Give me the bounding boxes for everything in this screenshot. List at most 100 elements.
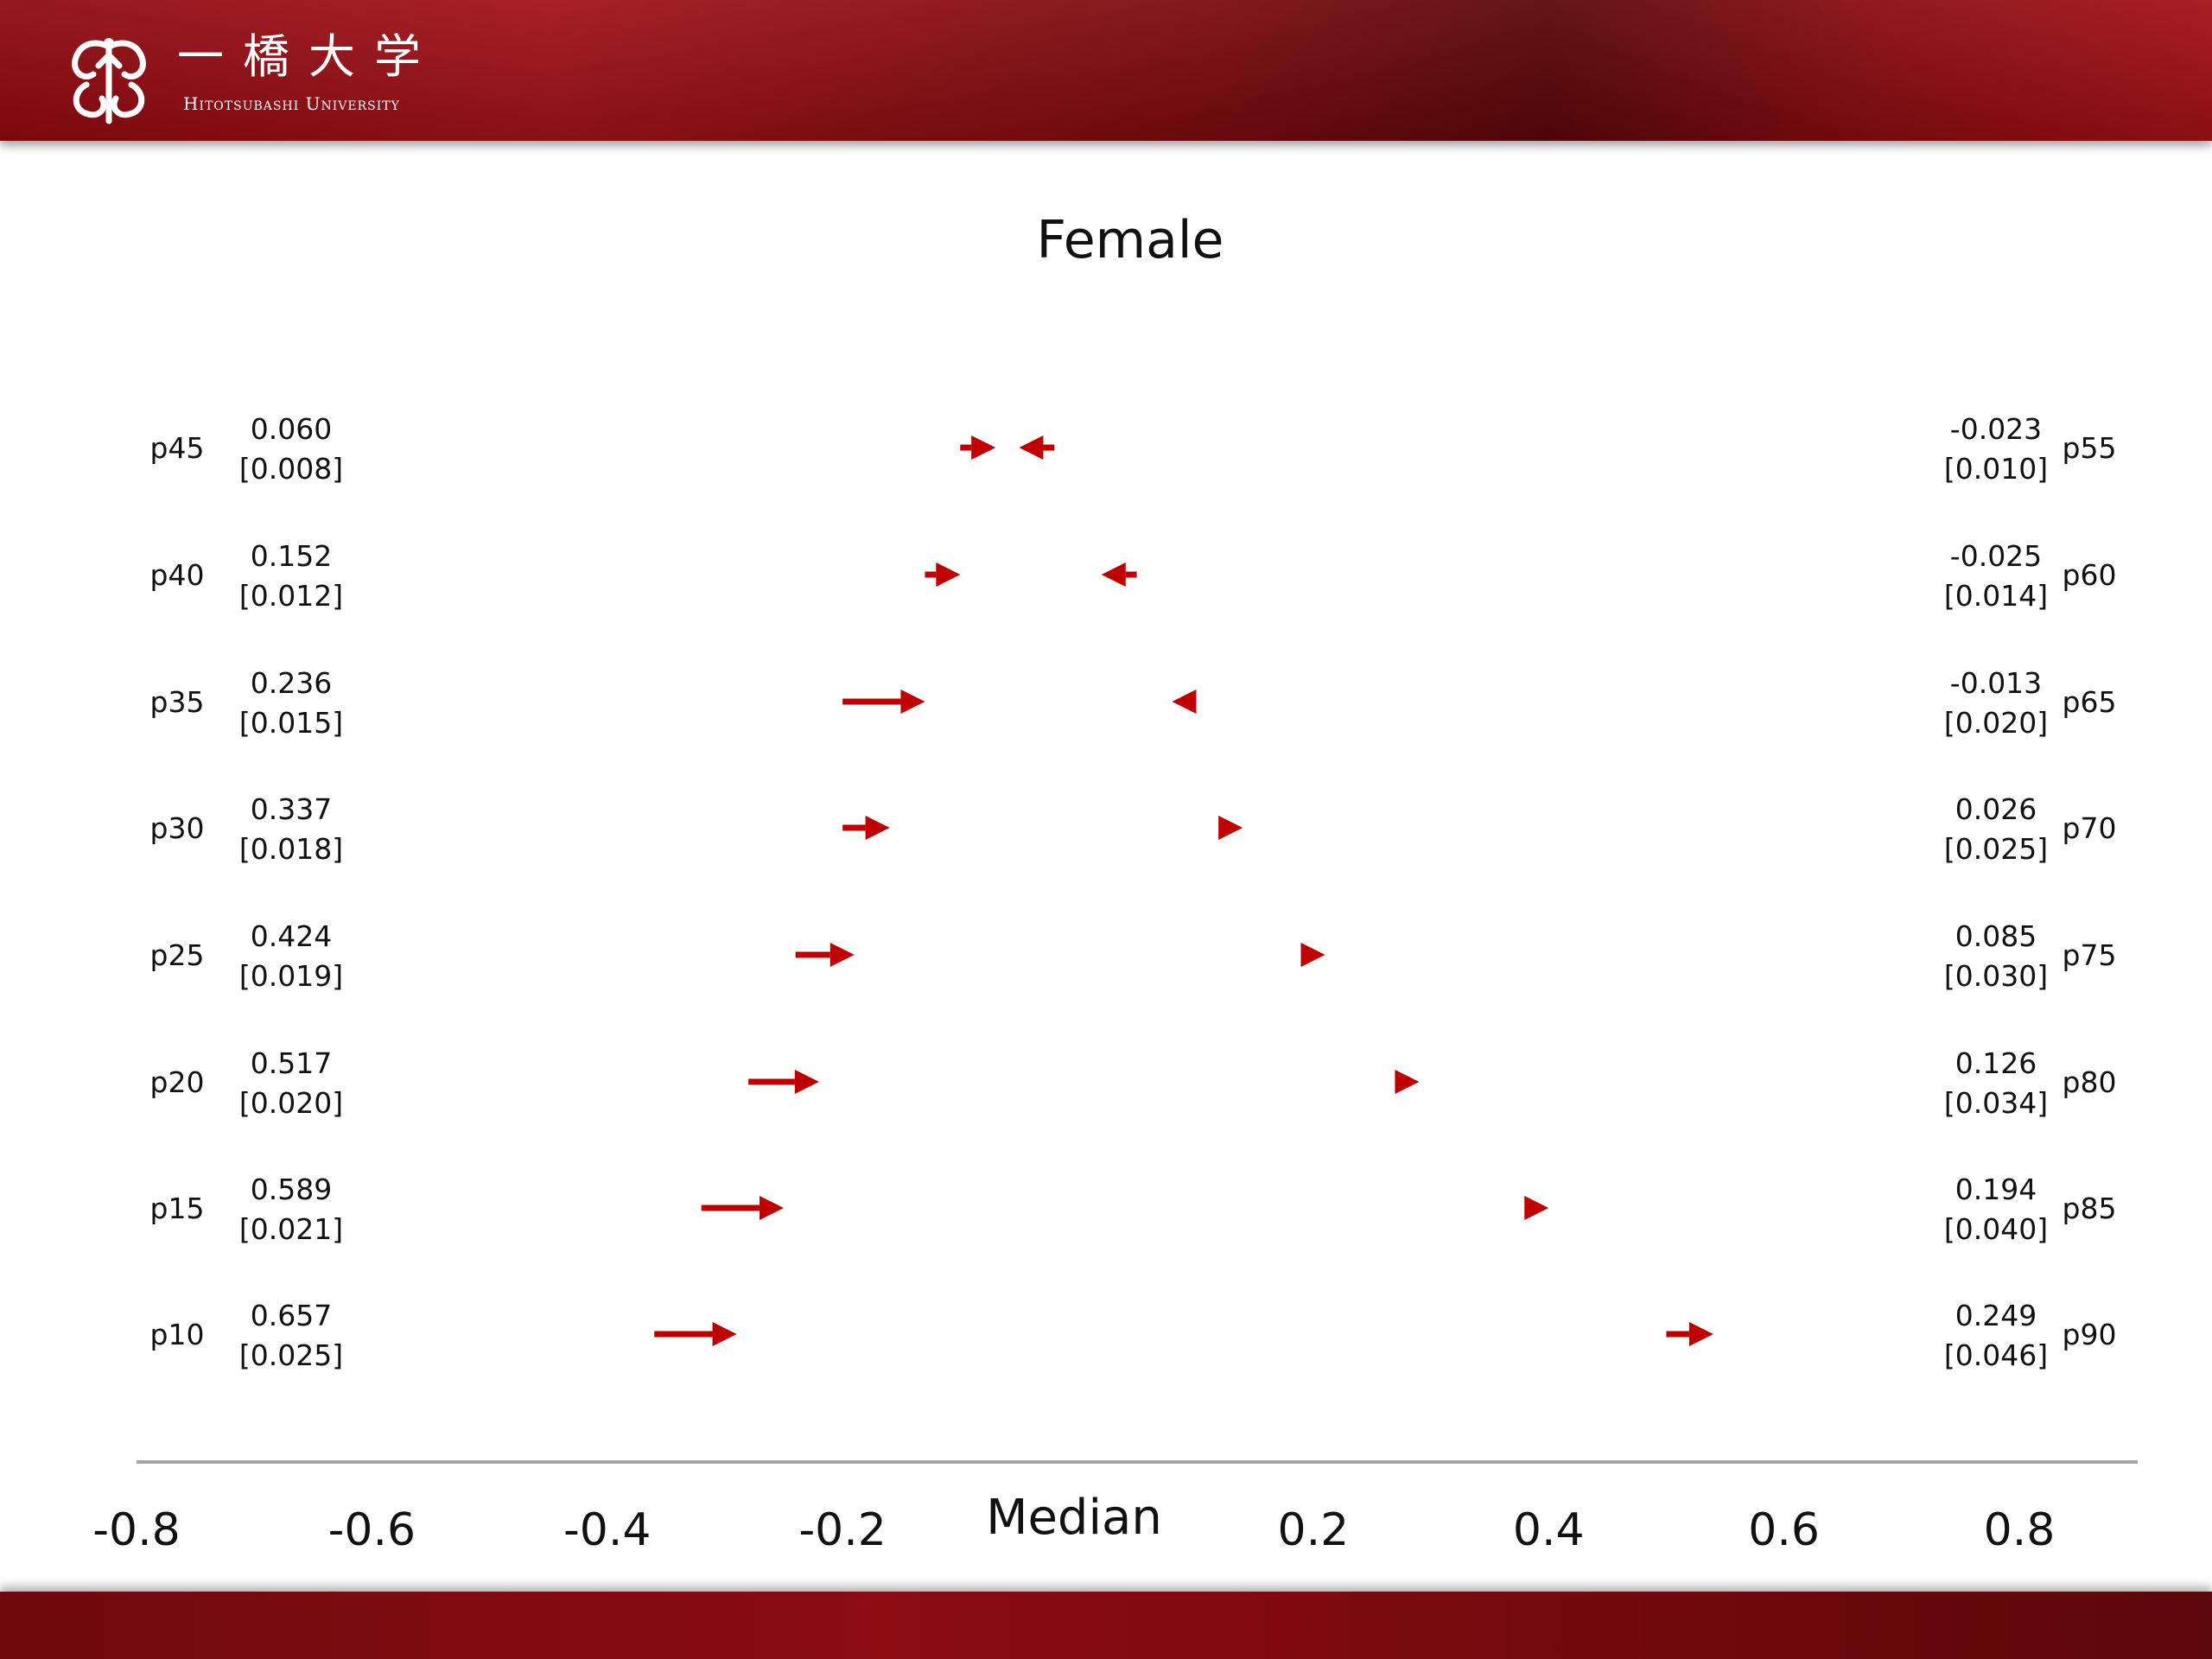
standard-error: [0.030] <box>1944 959 2048 993</box>
estimate-value: 0.126 <box>1955 1046 2037 1080</box>
percentile-label: p60 <box>2063 558 2117 592</box>
x-tick-label: 0.4 <box>1513 1504 1585 1556</box>
percentile-label: p30 <box>150 811 205 845</box>
percentile-label: p65 <box>2063 685 2117 719</box>
arrow-mark-p45 <box>960 435 996 460</box>
arrow-mark-p70 <box>1218 816 1243 840</box>
arrow-mark-p15 <box>701 1196 785 1220</box>
percentile-label: p20 <box>150 1065 205 1099</box>
estimate-value: 0.249 <box>1955 1299 2037 1332</box>
standard-error: [0.046] <box>1944 1338 2048 1372</box>
percentile-label: p15 <box>150 1192 205 1225</box>
chart-title: Female <box>1037 210 1224 270</box>
standard-error: [0.010] <box>1944 452 2048 486</box>
x-tick-label: -0.2 <box>798 1504 886 1556</box>
percentile-label: p75 <box>2063 938 2117 972</box>
estimate-value: 0.194 <box>1955 1173 2037 1206</box>
percentile-label: p10 <box>150 1318 205 1351</box>
estimate-value: 0.026 <box>1955 792 2037 826</box>
estimate-value: 0.085 <box>1955 919 2037 953</box>
arrow-mark-p60 <box>1101 563 1137 587</box>
percentile-label: p70 <box>2063 811 2117 845</box>
standard-error: [0.015] <box>239 706 343 740</box>
arrow-mark-p65 <box>1172 690 1197 714</box>
arrow-mark-p85 <box>1524 1196 1549 1220</box>
x-tick-label: -0.6 <box>328 1504 416 1556</box>
x-tick-label: 0.6 <box>1748 1504 1820 1556</box>
x-tick-labels: -0.8 -0.6 -0.4 -0.2 0.2 0.4 0.6 0.8 <box>92 1504 2055 1556</box>
percentile-label: p35 <box>150 685 205 719</box>
right-labels: -0.023 [0.010] p55 -0.025 [0.014] p60 -0.013 [0… <box>1944 412 2117 1372</box>
standard-error: [0.014] <box>1944 579 2048 613</box>
arrow-mark-p75 <box>1300 943 1325 967</box>
arrow-mark-p40 <box>925 563 961 587</box>
logo-kanji-text: 一橋大学 <box>177 29 440 84</box>
arrow-mark-p25 <box>795 943 855 967</box>
arrow-head-p70 <box>1218 816 1243 840</box>
standard-error: [0.008] <box>239 452 343 486</box>
arrow-head-p85 <box>1524 1196 1549 1220</box>
arrow-head-p15 <box>760 1196 785 1220</box>
standard-error: [0.025] <box>1944 832 2048 866</box>
arrow-head-p90 <box>1688 1322 1713 1346</box>
x-tick-label: 0.2 <box>1278 1504 1350 1556</box>
percentile-label: p55 <box>2063 431 2117 465</box>
arrow-head-p55 <box>1019 435 1044 460</box>
standard-error: [0.020] <box>1944 706 2048 740</box>
arrow-head-p45 <box>971 435 996 460</box>
x-axis-label: Median <box>986 1490 1162 1546</box>
percentile-label: p45 <box>150 431 205 465</box>
arrow-head-p40 <box>936 563 961 587</box>
percentile-label: p85 <box>2063 1192 2117 1225</box>
logo-latin-text: Hitotsubashi University <box>183 93 400 114</box>
percentile-label: p80 <box>2063 1065 2117 1099</box>
percentile-label: p25 <box>150 938 205 972</box>
arrow-head-p35 <box>900 690 925 714</box>
arrow-mark-p55 <box>1019 435 1055 460</box>
estimate-value: 0.152 <box>251 539 332 573</box>
estimate-value: 0.236 <box>251 666 332 700</box>
university-seal-logo <box>72 38 146 124</box>
estimate-value: 0.424 <box>251 919 332 953</box>
estimate-value: 0.589 <box>251 1173 332 1206</box>
header-band <box>0 0 2212 141</box>
footer-band <box>0 1592 2212 1659</box>
estimate-value: -0.013 <box>1950 666 2042 700</box>
standard-error: [0.012] <box>239 579 343 613</box>
arrow-head-p75 <box>1300 943 1325 967</box>
standard-error: [0.040] <box>1944 1212 2048 1246</box>
percentile-label: p40 <box>150 558 205 592</box>
arrow-mark-p20 <box>748 1070 819 1094</box>
estimate-value: 0.517 <box>251 1046 332 1080</box>
arrow-head-p25 <box>830 943 855 967</box>
arrow-mark-p90 <box>1666 1322 1713 1346</box>
standard-error: [0.019] <box>239 959 343 993</box>
estimate-value: 0.337 <box>251 792 332 826</box>
arrow-head-p20 <box>794 1070 819 1094</box>
estimate-value: 0.657 <box>251 1299 332 1332</box>
arrow-mark-p30 <box>842 816 890 840</box>
arrow-head-p60 <box>1101 563 1126 587</box>
standard-error: [0.018] <box>239 832 343 866</box>
standard-error: [0.025] <box>239 1338 343 1372</box>
arrow-head-p30 <box>865 816 890 840</box>
x-tick-label: 0.8 <box>1984 1504 2056 1556</box>
estimate-value: -0.023 <box>1950 412 2042 446</box>
arrow-mark-p80 <box>1395 1070 1420 1094</box>
standard-error: [0.034] <box>1944 1086 2048 1120</box>
x-tick-label: -0.4 <box>563 1504 651 1556</box>
arrow-head-p80 <box>1395 1070 1420 1094</box>
arrow-mark-p10 <box>654 1322 737 1346</box>
x-tick-label: -0.8 <box>92 1504 180 1556</box>
arrow-mark-p35 <box>842 690 925 714</box>
percentile-label: p90 <box>2063 1318 2117 1351</box>
arrow-marks <box>654 435 1713 1346</box>
standard-error: [0.021] <box>239 1212 343 1246</box>
arrow-head-p10 <box>712 1322 737 1346</box>
standard-error: [0.020] <box>239 1086 343 1120</box>
left-labels: p45 0.060 [0.008] p40 0.152 [0.012] p35 0.236 [0… <box>150 412 344 1372</box>
estimate-value: -0.025 <box>1950 539 2042 573</box>
estimate-value: 0.060 <box>251 412 332 446</box>
arrow-head-p65 <box>1172 690 1197 714</box>
